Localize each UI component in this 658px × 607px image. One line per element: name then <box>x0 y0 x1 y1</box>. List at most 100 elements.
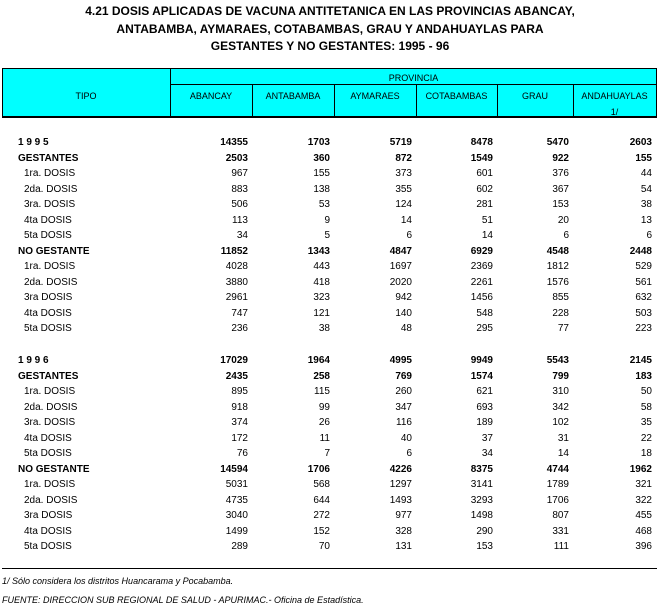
cell-value: 295 <box>476 323 493 334</box>
row-label: 1 9 9 6 <box>18 355 49 366</box>
cell-value: 310 <box>552 386 569 397</box>
cell-value: 347 <box>395 401 412 413</box>
table-row: 1ra. DOSIS 967 155 373 601 376 44 <box>0 168 658 183</box>
table-row: 1ra. DOSIS 4028 443 1697 2369 1812 529 <box>0 261 658 276</box>
cell-value: 53 <box>318 199 330 210</box>
table-row: 4ta DOSIS 113 9 14 51 20 13 <box>0 215 658 230</box>
row-label: GESTANTES <box>18 370 79 382</box>
footnote: 1/ Sólo considera los distritos Huancara… <box>2 576 234 586</box>
cell-value: 895 <box>231 386 248 397</box>
cell-value: 621 <box>476 386 493 397</box>
cell-value: 26 <box>318 417 330 428</box>
row-label: 5ta DOSIS <box>24 323 72 334</box>
cell-value: 1789 <box>546 479 569 490</box>
cell-value: 632 <box>635 292 652 303</box>
cell-value: 872 <box>395 152 412 164</box>
cell-value: 3040 <box>225 510 248 521</box>
cell-value: 115 <box>314 386 330 397</box>
header-provincia: PROVINCIA <box>388 73 439 83</box>
table-row: 3ra. DOSIS 374 26 116 189 102 35 <box>0 417 658 432</box>
row-label: 4ta DOSIS <box>24 214 72 226</box>
cell-value: 38 <box>640 199 652 210</box>
cell-value: 4744 <box>546 463 569 475</box>
header-column-2: AYMARAES <box>350 91 400 101</box>
title-line: ANTABAMBA, AYMARAES, COTABAMBAS, GRAU Y … <box>116 21 544 36</box>
cell-value: 172 <box>231 432 248 444</box>
cell-value: 4548 <box>546 245 569 257</box>
header-note: 1/ <box>610 107 619 117</box>
cell-value: 1703 <box>307 137 330 148</box>
row-label: 2da. DOSIS <box>24 183 78 195</box>
cell-value: 506 <box>231 199 248 210</box>
cell-value: 1706 <box>546 494 569 506</box>
cell-value: 855 <box>552 292 569 303</box>
cell-value: 18 <box>640 448 652 459</box>
header-column-5: ANDAHUAYLAS <box>581 91 648 101</box>
cell-value: 5719 <box>389 137 412 148</box>
cell-value: 17029 <box>220 355 248 366</box>
cell-value: 601 <box>476 168 493 179</box>
row-label: 5ta DOSIS <box>24 230 72 241</box>
row-label: 4ta DOSIS <box>24 525 72 537</box>
row-label: GESTANTES <box>18 152 79 164</box>
cell-value: 807 <box>552 510 569 521</box>
table-row: 3ra DOSIS 3040 272 977 1498 807 455 <box>0 510 658 525</box>
source-note: FUENTE: DIRECCION SUB REGIONAL DE SALUD … <box>2 595 364 605</box>
cell-value: 747 <box>231 307 248 319</box>
cell-value: 50 <box>640 386 652 397</box>
cell-value: 4226 <box>389 463 412 475</box>
cell-value: 5543 <box>546 355 569 366</box>
cell-value: 2503 <box>225 152 248 164</box>
column-divider <box>656 84 657 118</box>
cell-value: 6 <box>563 230 569 241</box>
title-line: GESTANTES Y NO GESTANTES: 1995 - 96 <box>210 39 450 53</box>
header-column-3: COTABAMBAS <box>425 91 488 101</box>
cell-value: 9949 <box>470 355 493 366</box>
cell-value: 4847 <box>389 245 412 257</box>
cell-value: 4028 <box>225 261 248 272</box>
cell-value: 644 <box>313 494 330 506</box>
cell-value: 548 <box>476 307 493 319</box>
cell-value: 1499 <box>225 525 248 537</box>
cell-value: 3141 <box>470 479 493 490</box>
cell-value: 2145 <box>629 355 652 366</box>
row-label: 5ta DOSIS <box>24 541 72 552</box>
column-divider <box>573 84 574 118</box>
cell-value: 14 <box>557 448 569 459</box>
cell-value: 1498 <box>470 510 493 521</box>
cell-value: 138 <box>313 183 330 195</box>
table-row: GESTANTES 2503 360 872 1549 922 155 <box>0 153 658 168</box>
cell-value: 1456 <box>470 292 493 303</box>
cell-value: 14355 <box>220 137 248 148</box>
cell-value: 290 <box>476 525 493 537</box>
row-label: NO GESTANTE <box>18 245 90 257</box>
table-row: 5ta DOSIS 34 5 6 14 6 6 <box>0 230 658 245</box>
row-label: 1ra. DOSIS <box>24 479 76 490</box>
cell-value: 455 <box>635 510 652 521</box>
cell-value: 58 <box>640 401 652 413</box>
table-row: 2da. DOSIS 3880 418 2020 2261 1576 561 <box>0 277 658 292</box>
row-label: 3ra DOSIS <box>24 510 73 521</box>
cell-value: 70 <box>318 541 330 552</box>
cell-value: 289 <box>231 541 248 552</box>
cell-value: 376 <box>552 168 569 179</box>
cell-value: 1706 <box>307 463 330 475</box>
cell-value: 331 <box>552 525 569 537</box>
cell-value: 77 <box>557 323 569 334</box>
cell-value: 2448 <box>629 245 652 257</box>
table-row: 3ra DOSIS 2961 323 942 1456 855 632 <box>0 292 658 307</box>
cell-value: 5031 <box>225 479 248 490</box>
cell-value: 4995 <box>389 355 412 366</box>
cell-value: 3293 <box>470 494 493 506</box>
cell-value: 561 <box>635 276 652 288</box>
row-label: 2da. DOSIS <box>24 401 78 413</box>
cell-value: 131 <box>395 541 412 552</box>
cell-value: 769 <box>395 370 412 382</box>
cell-value: 8478 <box>470 137 493 148</box>
cell-value: 153 <box>476 541 493 552</box>
cell-value: 14 <box>400 214 412 226</box>
cell-value: 799 <box>552 370 569 382</box>
cell-value: 6 <box>406 230 412 241</box>
cell-value: 1297 <box>389 479 412 490</box>
cell-value: 2961 <box>225 292 248 303</box>
